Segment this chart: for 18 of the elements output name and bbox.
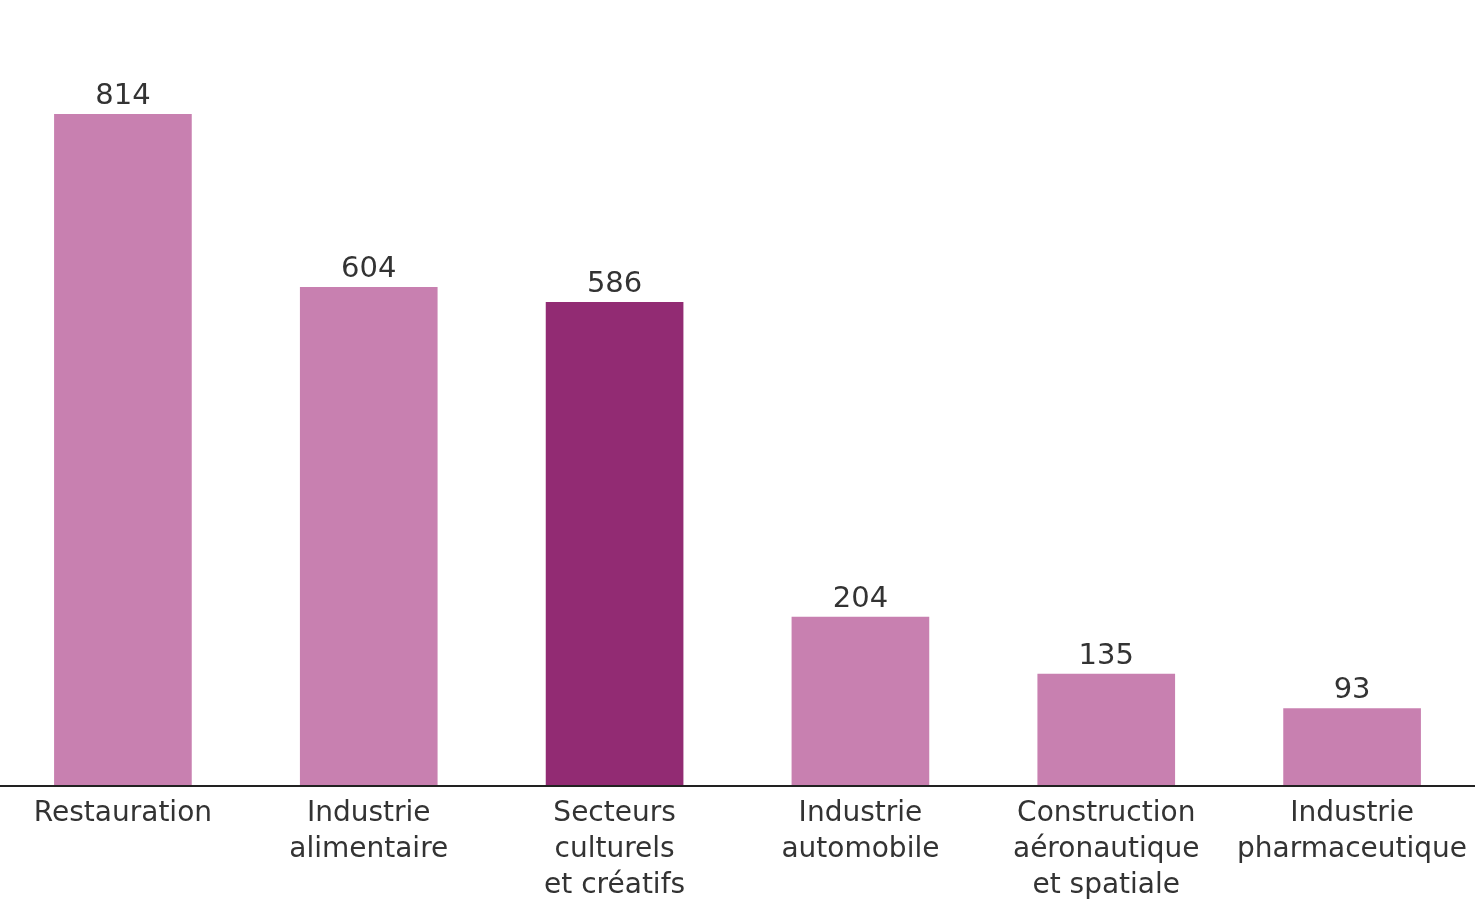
x-tick-label: Industrie automobile — [781, 794, 940, 864]
x-tick-label: Industrie pharmaceutique — [1237, 794, 1468, 864]
bar — [54, 113, 192, 785]
data-label: 814 — [95, 76, 151, 111]
data-label: 204 — [832, 579, 889, 614]
data-label: 604 — [341, 250, 397, 285]
x-tick-label: Restauration — [33, 794, 213, 828]
data-label: 586 — [586, 264, 643, 299]
x-tick-label: Construction aéronautique et spatiale — [1012, 794, 1200, 901]
bar — [1037, 673, 1176, 785]
x-tick-label: Industrie alimentaire — [289, 794, 449, 864]
bar — [1283, 708, 1421, 785]
x-tick-label: Secteurs culturels et créatifs — [544, 794, 686, 901]
data-label: 135 — [1078, 636, 1134, 671]
bar — [545, 301, 684, 785]
data-label: 93 — [1333, 671, 1371, 706]
bar — [299, 287, 438, 785]
bar — [791, 616, 930, 785]
